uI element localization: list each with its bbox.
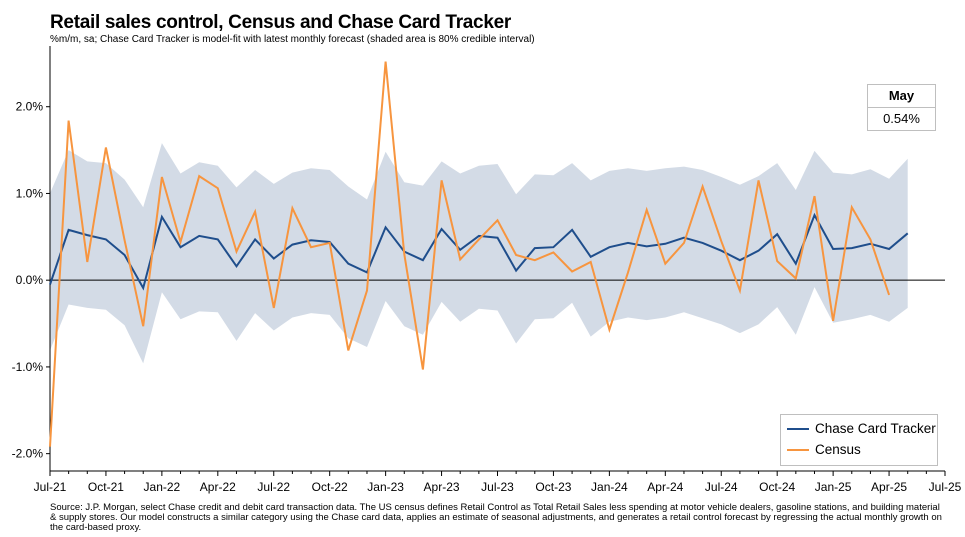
y-tick-label: 1.0% (16, 186, 44, 200)
x-tick-label: Jul-22 (257, 480, 290, 494)
x-tick-label: Jan-22 (144, 480, 181, 494)
chart-subtitle: %m/m, sa; Chase Card Tracker is model-fi… (50, 34, 535, 45)
callout-value: 0.54% (883, 111, 920, 126)
legend-item-tracker: Chase Card Tracker (787, 421, 936, 436)
x-tick-label: Oct-22 (312, 480, 348, 494)
y-tick-label: -2.0% (12, 447, 44, 461)
x-tick-label: Jul-21 (34, 480, 67, 494)
x-tick-label: Jan-25 (815, 480, 852, 494)
source-note: Source: J.P. Morgan, select Chase credit… (50, 502, 942, 533)
x-tick-label: Oct-21 (88, 480, 124, 494)
x-tick-label: Jan-24 (591, 480, 628, 494)
x-tick-label: Apr-25 (871, 480, 907, 494)
x-tick-label: Oct-24 (759, 480, 795, 494)
legend-item-census: Census (787, 442, 861, 457)
x-tick-label: Jan-23 (367, 480, 404, 494)
x-tick-label: Apr-24 (647, 480, 683, 494)
census-series-line (49, 61, 891, 447)
tracker-series-line (49, 212, 909, 291)
legend: Chase Card Tracker Census (780, 414, 938, 466)
x-tick-label: Oct-23 (535, 480, 571, 494)
legend-swatch-tracker (787, 427, 809, 430)
callout-month: May (868, 85, 935, 108)
y-tick-label: -1.0% (12, 360, 44, 374)
chart-title: Retail sales control, Census and Chase C… (50, 12, 511, 33)
x-tick-label: Jul-23 (481, 480, 514, 494)
y-tick-label: 2.0% (16, 100, 44, 114)
credible-interval-band (50, 143, 908, 364)
legend-label-tracker: Chase Card Tracker (815, 421, 936, 436)
x-tick-label: Jul-25 (929, 480, 962, 494)
x-tick-label: Apr-22 (200, 480, 236, 494)
legend-label-census: Census (815, 442, 861, 457)
x-tick-label: Jul-24 (705, 480, 738, 494)
latest-forecast-callout: May 0.54% (867, 84, 936, 131)
y-tick-label: 0.0% (16, 273, 44, 287)
x-tick-label: Apr-23 (424, 480, 460, 494)
legend-swatch-census (787, 448, 809, 451)
